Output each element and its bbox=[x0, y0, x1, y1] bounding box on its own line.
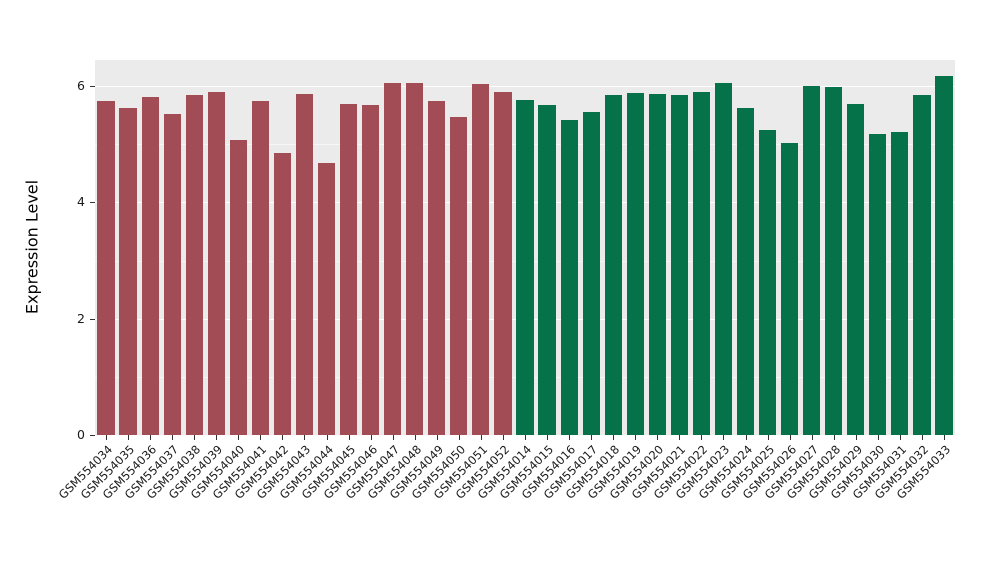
y-tick-mark bbox=[90, 318, 95, 320]
bar-GSM554038 bbox=[185, 94, 203, 435]
bar-GSM554047 bbox=[384, 83, 402, 435]
x-tick-mark bbox=[260, 435, 262, 440]
bar-GSM554020 bbox=[648, 93, 666, 435]
plot-panel bbox=[95, 60, 955, 436]
bar-GSM554048 bbox=[406, 83, 424, 435]
x-tick-mark bbox=[657, 435, 659, 440]
bar-GSM554045 bbox=[339, 103, 358, 435]
bar-GSM554039 bbox=[207, 91, 225, 435]
x-tick-mark bbox=[326, 435, 328, 440]
bar-GSM554014 bbox=[516, 99, 534, 435]
y-tick-label: 4 bbox=[77, 194, 85, 210]
bar-GSM554037 bbox=[163, 114, 181, 435]
x-tick-mark bbox=[745, 435, 747, 440]
bar-GSM554041 bbox=[251, 100, 269, 435]
x-tick-mark bbox=[591, 435, 593, 440]
bar-GSM554021 bbox=[670, 94, 688, 435]
x-tick-mark bbox=[569, 435, 571, 440]
bar-GSM554031 bbox=[891, 131, 909, 435]
bar-GSM554043 bbox=[295, 93, 314, 435]
bar-GSM554016 bbox=[560, 119, 578, 435]
bar-GSM554036 bbox=[141, 96, 159, 435]
x-tick-mark bbox=[458, 435, 460, 440]
bar-GSM554051 bbox=[472, 84, 490, 435]
x-tick-mark bbox=[414, 435, 416, 440]
y-tick-mark bbox=[90, 202, 95, 204]
x-tick-mark bbox=[943, 435, 945, 440]
x-tick-mark bbox=[921, 435, 923, 440]
x-tick-mark bbox=[613, 435, 615, 440]
y-tick-label: 0 bbox=[77, 427, 85, 442]
x-tick-mark bbox=[855, 435, 857, 440]
bar-GSM554049 bbox=[428, 100, 446, 435]
x-tick-mark bbox=[502, 435, 504, 440]
y-tick-mark bbox=[90, 435, 95, 436]
x-tick-mark bbox=[525, 435, 526, 440]
bar-GSM554025 bbox=[758, 129, 777, 435]
x-tick-mark bbox=[833, 435, 835, 440]
x-tick-mark bbox=[392, 435, 394, 440]
x-tick-mark bbox=[547, 435, 549, 440]
bar-GSM554017 bbox=[582, 112, 600, 435]
x-tick-mark bbox=[899, 435, 901, 440]
x-tick-mark bbox=[348, 435, 350, 440]
bar-GSM554050 bbox=[450, 116, 468, 435]
bar-GSM554033 bbox=[935, 75, 953, 435]
x-tick-mark bbox=[480, 435, 482, 440]
bar-GSM554046 bbox=[362, 104, 380, 435]
x-tick-mark bbox=[767, 435, 769, 440]
bar-GSM554035 bbox=[119, 107, 137, 435]
bar-GSM554026 bbox=[781, 143, 799, 435]
bar-GSM554015 bbox=[538, 104, 556, 435]
x-tick-mark bbox=[701, 435, 703, 440]
x-tick-mark bbox=[238, 435, 240, 440]
x-tick-mark bbox=[106, 435, 108, 440]
x-tick-mark bbox=[194, 435, 196, 440]
y-tick-mark bbox=[90, 86, 95, 88]
x-tick-mark bbox=[370, 435, 372, 440]
bar-GSM554032 bbox=[913, 94, 931, 435]
bar-GSM554019 bbox=[626, 93, 644, 435]
x-tick-mark bbox=[282, 435, 284, 440]
x-tick-mark bbox=[811, 435, 813, 440]
x-tick-mark bbox=[216, 435, 218, 440]
gridline-major bbox=[95, 86, 955, 88]
x-tick-mark bbox=[679, 435, 681, 440]
bar-GSM554034 bbox=[97, 100, 115, 435]
bar-GSM554027 bbox=[803, 86, 821, 435]
bar-GSM554044 bbox=[317, 162, 336, 435]
bar-GSM554028 bbox=[825, 87, 843, 435]
y-axis-label: Expression Level bbox=[22, 179, 42, 315]
x-tick-mark bbox=[723, 435, 725, 440]
x-tick-mark bbox=[172, 435, 174, 440]
x-tick-mark bbox=[877, 435, 879, 440]
y-tick-label: 2 bbox=[77, 310, 85, 326]
x-tick-mark bbox=[150, 435, 152, 440]
bar-GSM554018 bbox=[604, 94, 622, 435]
bar-GSM554024 bbox=[736, 107, 755, 435]
x-tick-mark bbox=[635, 435, 637, 440]
x-tick-mark bbox=[128, 435, 130, 440]
x-tick-mark bbox=[304, 435, 306, 440]
bar-GSM554030 bbox=[869, 133, 887, 435]
x-tick-mark bbox=[436, 435, 438, 440]
bar-GSM554022 bbox=[692, 91, 710, 435]
bar-GSM554040 bbox=[229, 139, 247, 435]
bar-GSM554052 bbox=[494, 91, 512, 435]
bar-GSM554023 bbox=[714, 83, 733, 435]
y-tick-label: 6 bbox=[77, 78, 85, 94]
bar-GSM554029 bbox=[847, 103, 865, 435]
x-tick-mark bbox=[789, 435, 791, 440]
bar-GSM554042 bbox=[273, 153, 292, 435]
